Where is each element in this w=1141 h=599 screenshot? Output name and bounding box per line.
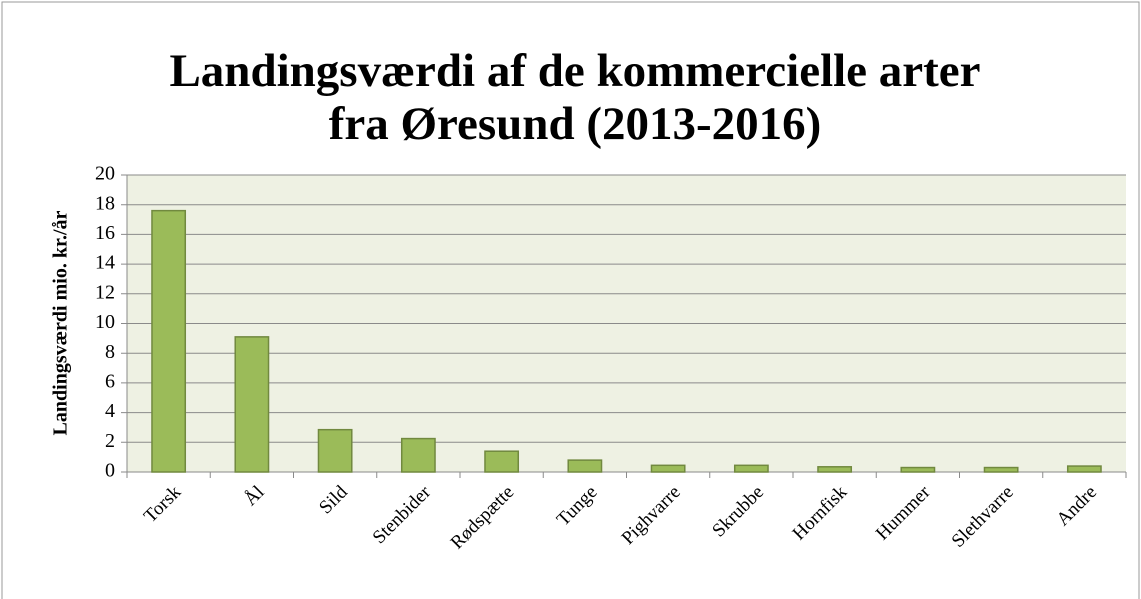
bar [151, 209, 187, 473]
bar [567, 459, 603, 473]
y-tick-label: 18 [95, 192, 115, 214]
y-axis-label: Landingsværdi mio. kr./år [50, 210, 72, 435]
y-tick-label: 0 [105, 460, 115, 482]
y-tick-label: 2 [105, 430, 115, 452]
bar [400, 437, 436, 473]
y-tick-label: 16 [95, 222, 115, 244]
bar [484, 450, 520, 473]
bar [900, 466, 936, 473]
bar [234, 336, 270, 473]
bar [733, 464, 769, 473]
chart-title: fra Øresund (2013-2016) [329, 98, 822, 150]
bar [983, 466, 1019, 473]
bar [817, 466, 853, 473]
y-tick-label: 14 [95, 252, 115, 274]
y-tick-label: 20 [95, 163, 115, 185]
bar [317, 428, 353, 473]
chart-title: Landingsværdi af de kommercielle arter [169, 45, 980, 97]
y-tick-label: 4 [105, 400, 115, 422]
bar [650, 464, 686, 473]
y-tick-label: 6 [105, 370, 115, 392]
y-tick-label: 12 [95, 281, 115, 303]
bar [1066, 465, 1102, 473]
y-tick-label: 10 [95, 311, 115, 333]
y-tick-label: 8 [105, 341, 115, 363]
